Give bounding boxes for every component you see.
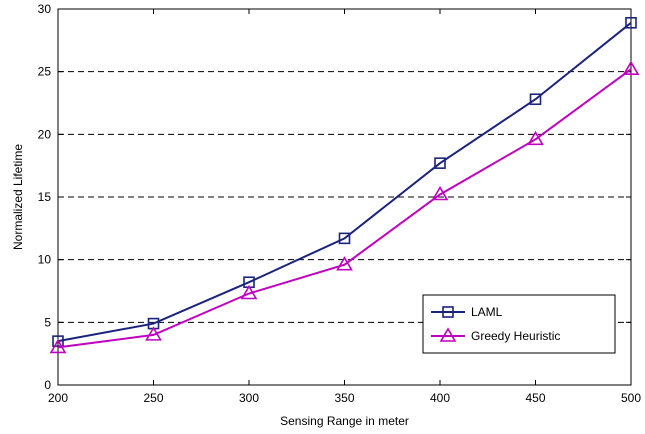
x-axis-title: Sensing Range in meter bbox=[280, 414, 409, 428]
data-point bbox=[49, 338, 67, 354]
legend-marker bbox=[439, 327, 457, 342]
x-tick-label: 300 bbox=[239, 391, 259, 405]
x-tick-label: 450 bbox=[525, 391, 545, 405]
series-0 bbox=[52, 16, 637, 347]
legend-label: Greedy Heuristic bbox=[471, 329, 560, 343]
legend-box bbox=[422, 294, 616, 354]
series-line bbox=[57, 68, 632, 349]
data-point bbox=[527, 130, 544, 146]
x-tick-label: 400 bbox=[430, 391, 450, 405]
grid-lines bbox=[58, 71, 631, 323]
x-tick-label: 250 bbox=[143, 391, 163, 405]
y-axis-title: Normalized Lifetime bbox=[11, 144, 25, 250]
series-group bbox=[49, 16, 640, 354]
data-point bbox=[338, 232, 351, 245]
axis-ticks: 200 250 300 350 400 450 500 0 5 10 15 20 25 30 bbox=[38, 2, 642, 405]
legend: LAML Greedy Heuristic bbox=[422, 294, 616, 354]
data-point bbox=[622, 60, 640, 75]
y-tick-label: 0 bbox=[44, 378, 51, 392]
data-point bbox=[145, 326, 162, 341]
series-line bbox=[57, 22, 632, 343]
y-tick-label: 25 bbox=[38, 65, 52, 79]
y-tick-label: 20 bbox=[38, 127, 52, 141]
data-point bbox=[529, 93, 542, 106]
x-tick-label: 200 bbox=[48, 391, 68, 405]
data-point bbox=[240, 284, 258, 300]
data-point bbox=[336, 256, 353, 271]
y-tick-label: 5 bbox=[44, 315, 51, 329]
data-point bbox=[52, 335, 64, 347]
y-tick-label: 10 bbox=[38, 253, 52, 267]
legend-entry: Greedy Heuristic bbox=[431, 327, 560, 343]
series-1 bbox=[49, 60, 640, 354]
data-point bbox=[625, 16, 637, 29]
legend-entry: LAML bbox=[431, 305, 503, 319]
data-point bbox=[434, 157, 446, 169]
legend-label: LAML bbox=[471, 305, 503, 319]
y-tick-label: 15 bbox=[38, 190, 52, 204]
data-point bbox=[431, 185, 449, 201]
y-tick-label: 30 bbox=[38, 2, 52, 16]
x-tick-label: 500 bbox=[621, 391, 641, 405]
x-tick-label: 350 bbox=[334, 391, 354, 405]
legend-marker bbox=[442, 306, 454, 318]
